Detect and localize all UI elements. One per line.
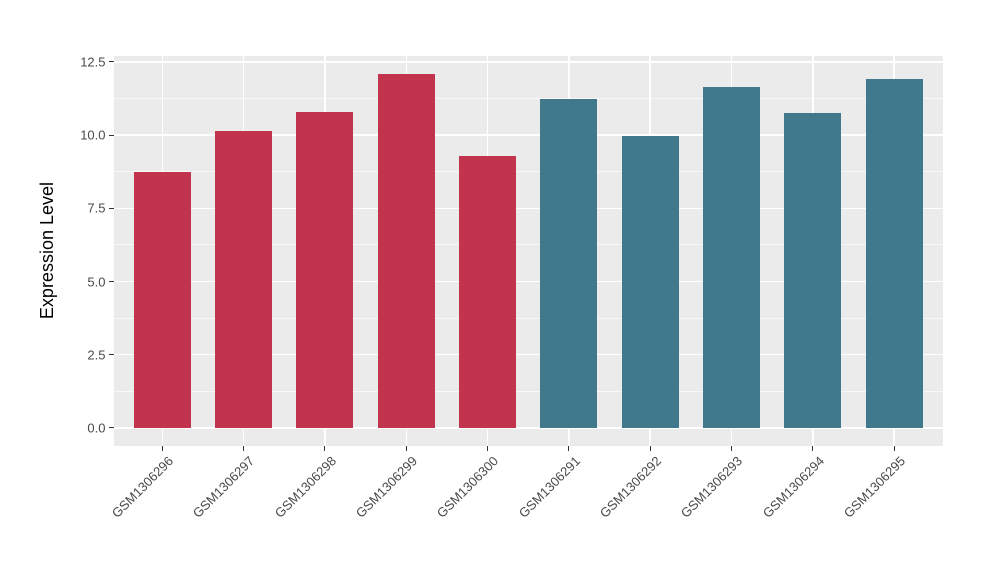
- y-tick-label: 0.0: [87, 420, 106, 436]
- gridline-major: [113, 280, 943, 283]
- gridline-major: [113, 134, 943, 136]
- x-axis-tick: [649, 445, 651, 451]
- gridline-major: [113, 61, 943, 63]
- x-axis-tick: [161, 445, 163, 451]
- x-tick-label: GSM1306298: [271, 452, 339, 521]
- y-tick-label: 2.5: [87, 347, 106, 363]
- gridline-major: [113, 427, 943, 429]
- x-tick-label: GSM1306294: [759, 452, 827, 521]
- bar-GSM1306295: [865, 78, 923, 428]
- bar-GSM1306300: [459, 156, 517, 428]
- y-tick-label: 10.0: [80, 127, 106, 143]
- bar-GSM1306296: [133, 171, 191, 428]
- y-axis-tick: [108, 281, 114, 282]
- x-axis-tick: [487, 445, 489, 451]
- x-tick-label: GSM1306292: [596, 452, 665, 521]
- x-tick-label: GSM1306296: [108, 452, 177, 521]
- y-tick-label: 5.0: [87, 274, 106, 289]
- x-tick-label: GSM1306293: [678, 452, 746, 521]
- bar-GSM1306298: [296, 112, 354, 428]
- plot-panel: [113, 56, 943, 446]
- x-axis-tick: [405, 445, 407, 451]
- x-axis-tick: [324, 445, 326, 451]
- y-tick-label: 7.5: [87, 200, 106, 216]
- x-axis-tick: [731, 445, 733, 451]
- x-tick-label: GSM1306297: [190, 452, 258, 521]
- x-axis-tick: [812, 445, 814, 451]
- bar-GSM1306294: [784, 113, 842, 428]
- y-axis-tick: [108, 427, 114, 429]
- gridline-minor: [113, 97, 943, 99]
- x-tick-label: GSM1306291: [515, 452, 583, 521]
- x-tick-label: GSM1306300: [434, 452, 502, 521]
- bar-GSM1306291: [540, 99, 598, 428]
- bar-GSM1306297: [215, 130, 273, 428]
- gridline-minor: [113, 317, 943, 319]
- y-tick-label: 12.5: [80, 54, 106, 70]
- gridline-major: [113, 353, 943, 356]
- gridline-minor: [113, 171, 943, 173]
- y-axis-tick: [108, 61, 114, 63]
- bar-GSM1306293: [703, 86, 761, 428]
- y-axis-tick: [108, 134, 114, 136]
- y-axis-tick: [108, 354, 114, 356]
- x-axis-tick: [893, 445, 895, 451]
- x-axis-tick: [243, 445, 245, 451]
- x-tick-label: GSM1306299: [352, 452, 421, 521]
- bar-GSM1306292: [621, 135, 679, 428]
- y-axis-tick: [108, 207, 114, 209]
- gridline-minor: [113, 244, 943, 246]
- x-axis-tick: [568, 445, 570, 451]
- x-tick-label: GSM1306295: [840, 452, 909, 521]
- y-axis-title-wrap: Expression Level: [34, 56, 60, 446]
- gridline-major: [113, 207, 943, 210]
- gridline-minor: [113, 390, 943, 392]
- bar-GSM1306299: [377, 74, 435, 428]
